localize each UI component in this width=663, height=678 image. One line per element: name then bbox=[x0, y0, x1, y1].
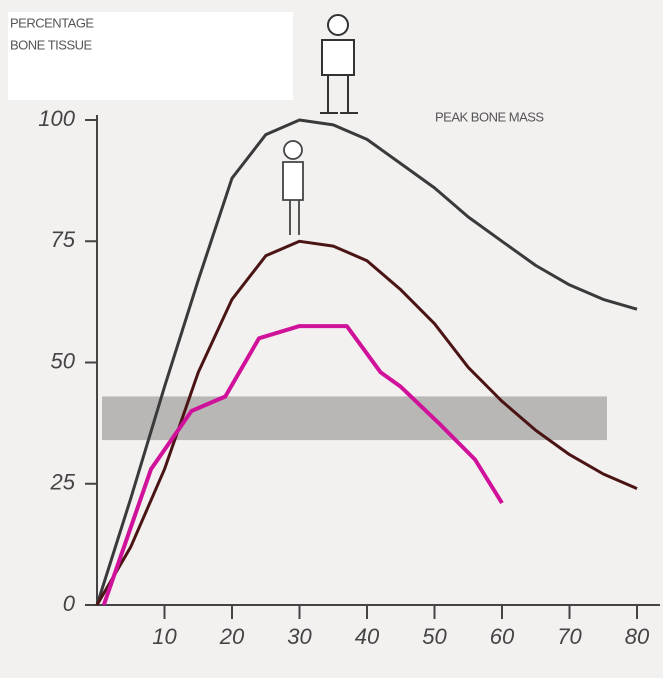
series-line bbox=[104, 326, 502, 605]
y-axis-title: PERCENTAGE bbox=[10, 15, 94, 30]
y-axis-title: BONE TISSUE bbox=[10, 37, 93, 52]
annotation: PEAK BONE MASS bbox=[435, 109, 544, 124]
y-tick-label: 25 bbox=[50, 470, 76, 495]
man-figure bbox=[320, 15, 358, 113]
y-tick-label: 0 bbox=[63, 591, 76, 616]
x-tick-label: 30 bbox=[287, 624, 312, 649]
y-tick-label: 100 bbox=[38, 106, 75, 131]
x-tick-label: 70 bbox=[557, 624, 582, 649]
chart: PERCENTAGE BONE TISSUE PEAK BONE MASS 0 2… bbox=[0, 0, 663, 678]
x-tick-label: 80 bbox=[625, 624, 650, 649]
page: {"chart_data": {"type": "line", "ylabel"… bbox=[0, 0, 663, 678]
x-tick-label: 10 bbox=[152, 624, 177, 649]
x-tick-label: 20 bbox=[219, 624, 245, 649]
x-tick-label: 40 bbox=[355, 624, 380, 649]
y-tick-label: 75 bbox=[51, 227, 76, 252]
woman-figure bbox=[283, 141, 303, 235]
y-tick-label: 50 bbox=[51, 348, 76, 373]
x-tick-label: 50 bbox=[422, 624, 447, 649]
series-line bbox=[97, 120, 637, 605]
x-tick-label: 60 bbox=[490, 624, 515, 649]
